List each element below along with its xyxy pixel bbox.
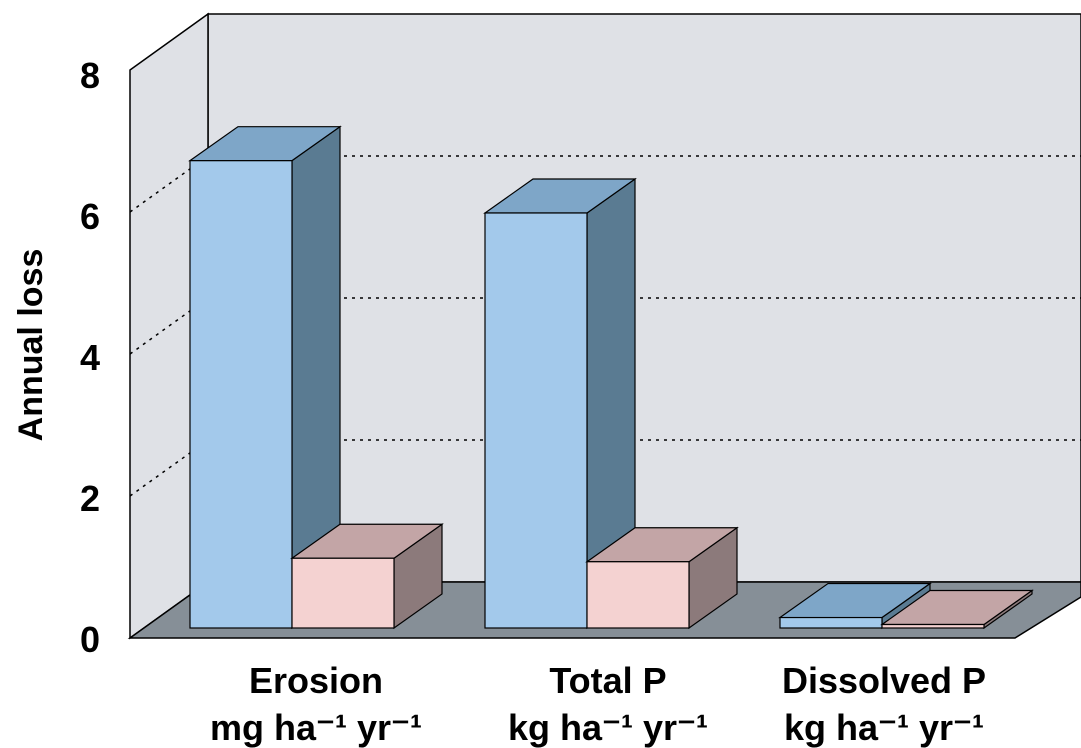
bar-s1-c2 [880,589,1034,630]
y-tick-label-2: 2 [80,478,100,519]
bar-s1-c0 [290,523,444,630]
bars [188,125,1034,630]
category-label-total-p: Total P [549,660,666,701]
y-tick-label-6: 6 [80,196,100,237]
category-unit-dissolved-p: kg ha⁻¹ yr⁻¹ [784,707,984,748]
category-unit-total-p: kg ha⁻¹ yr⁻¹ [508,707,708,748]
category-label-dissolved-p: Dissolved P [782,660,986,701]
y-tick-label-8: 8 [80,55,100,96]
bar-front [189,160,293,629]
bar-s0-c0 [188,125,342,630]
category-unit-erosion: mg ha⁻¹ yr⁻¹ [210,707,422,748]
bar-front [586,561,690,629]
bar-front [484,212,588,629]
y-tick-label-0: 0 [80,619,100,660]
bar-front [291,557,395,629]
x-axis-labels: Erosion mg ha⁻¹ yr⁻¹ Total P kg ha⁻¹ yr⁻… [210,660,986,748]
y-axis-title: Annual loss [12,249,50,442]
y-tick-label-4: 4 [80,337,100,378]
category-label-erosion: Erosion [249,660,383,701]
y-axis-ticks: 0 2 4 6 8 [80,55,100,660]
bar-s1-c1 [585,526,739,630]
bar-front [881,623,985,629]
bar-front [779,616,883,629]
